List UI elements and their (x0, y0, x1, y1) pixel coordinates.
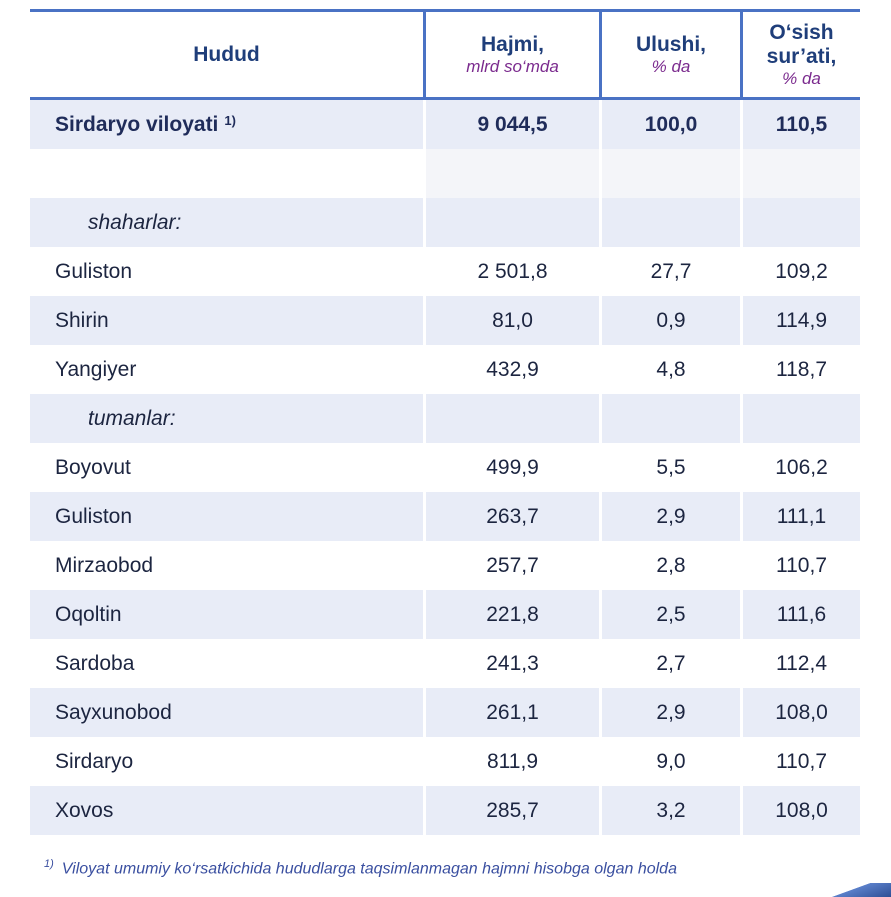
spacer-cell (740, 149, 860, 198)
section-row-districts: tumanlar: (30, 394, 860, 443)
region-name: Sirdaryo (30, 737, 423, 786)
section-row-cities: shaharlar: (30, 198, 860, 247)
region-name: Guliston (30, 492, 423, 541)
header-share-label: Ulushi, (635, 32, 706, 56)
section-districts-label: tumanlar: (30, 394, 423, 443)
growth-cell: 112,4 (740, 639, 860, 688)
footnote: 1) Viloyat umumiy ko‘rsatkichida hududlar… (44, 858, 677, 878)
header-share: Ulushi, % da (599, 12, 740, 97)
total-name: Sirdaryo viloyati (55, 112, 219, 136)
spacer-cell (423, 149, 599, 198)
table-row: Guliston 263,7 2,9 111,1 (30, 492, 860, 541)
spacer-row (30, 149, 860, 198)
total-growth: 110,5 (740, 100, 860, 149)
empty-cell (423, 394, 599, 443)
header-growth-unit: % da (782, 68, 821, 88)
region-name: Yangiyer (30, 345, 423, 394)
header-region-label: Hudud (193, 42, 260, 66)
growth-cell: 111,1 (740, 492, 860, 541)
share-cell: 3,2 (599, 786, 740, 835)
volume-cell: 263,7 (423, 492, 599, 541)
volume-cell: 285,7 (423, 786, 599, 835)
total-name-cell: Sirdaryo viloyati 1) (30, 100, 423, 149)
share-cell: 4,8 (599, 345, 740, 394)
header-share-unit: % da (651, 56, 691, 76)
volume-cell: 261,1 (423, 688, 599, 737)
region-name: Oqoltin (30, 590, 423, 639)
region-name: Sayxunobod (30, 688, 423, 737)
header-volume: Hajmi, mlrd so‘mda (423, 12, 599, 97)
empty-cell (599, 198, 740, 247)
total-share: 100,0 (599, 100, 740, 149)
header-region: Hudud (30, 12, 423, 97)
share-cell: 9,0 (599, 737, 740, 786)
header-volume-label: Hajmi, (480, 32, 545, 56)
empty-cell (423, 198, 599, 247)
growth-cell: 110,7 (740, 541, 860, 590)
region-name: Boyovut (30, 443, 423, 492)
table-row: Oqoltin 221,8 2,5 111,6 (30, 590, 860, 639)
share-cell: 2,5 (599, 590, 740, 639)
growth-cell: 118,7 (740, 345, 860, 394)
table-row: Yangiyer 432,9 4,8 118,7 (30, 345, 860, 394)
share-cell: 2,9 (599, 492, 740, 541)
spacer-cell (30, 149, 423, 198)
growth-cell: 108,0 (740, 688, 860, 737)
volume-cell: 241,3 (423, 639, 599, 688)
empty-cell (740, 394, 860, 443)
table-row: Sardoba 241,3 2,7 112,4 (30, 639, 860, 688)
growth-cell: 106,2 (740, 443, 860, 492)
share-cell: 5,5 (599, 443, 740, 492)
header-growth-label-1: O‘sish (769, 20, 834, 44)
corner-decoration (821, 883, 891, 897)
growth-cell: 109,2 (740, 247, 860, 296)
volume-cell: 499,9 (423, 443, 599, 492)
header-growth: O‘sish sur’ati, % da (740, 12, 860, 97)
total-footnote-mark: 1) (224, 113, 236, 128)
section-cities-label: shaharlar: (30, 198, 423, 247)
growth-cell: 111,6 (740, 590, 860, 639)
table-row: Guliston 2 501,8 27,7 109,2 (30, 247, 860, 296)
volume-cell: 257,7 (423, 541, 599, 590)
share-cell: 2,9 (599, 688, 740, 737)
volume-cell: 81,0 (423, 296, 599, 345)
total-volume: 9 044,5 (423, 100, 599, 149)
volume-cell: 432,9 (423, 345, 599, 394)
table-header: Hudud Hajmi, mlrd so‘mda Ulushi, % da O‘… (30, 9, 860, 100)
share-cell: 2,8 (599, 541, 740, 590)
table-row: Mirzaobod 257,7 2,8 110,7 (30, 541, 860, 590)
growth-cell: 108,0 (740, 786, 860, 835)
table-row: Sirdaryo 811,9 9,0 110,7 (30, 737, 860, 786)
share-cell: 2,7 (599, 639, 740, 688)
growth-cell: 114,9 (740, 296, 860, 345)
spacer-cell (599, 149, 740, 198)
share-cell: 27,7 (599, 247, 740, 296)
volume-cell: 811,9 (423, 737, 599, 786)
volume-cell: 221,8 (423, 590, 599, 639)
header-volume-unit: mlrd so‘mda (466, 56, 559, 76)
footnote-mark: 1) (44, 858, 54, 870)
volume-cell: 2 501,8 (423, 247, 599, 296)
share-cell: 0,9 (599, 296, 740, 345)
table-row: Sayxunobod 261,1 2,9 108,0 (30, 688, 860, 737)
region-name: Guliston (30, 247, 423, 296)
region-name: Shirin (30, 296, 423, 345)
empty-cell (740, 198, 860, 247)
total-row: Sirdaryo viloyati 1) 9 044,5 100,0 110,5 (30, 100, 860, 149)
empty-cell (599, 394, 740, 443)
table-row: Boyovut 499,9 5,5 106,2 (30, 443, 860, 492)
data-table: Hudud Hajmi, mlrd so‘mda Ulushi, % da O‘… (30, 9, 860, 835)
header-growth-label-2: sur’ati, (766, 44, 837, 68)
growth-cell: 110,7 (740, 737, 860, 786)
table-row: Shirin 81,0 0,9 114,9 (30, 296, 860, 345)
table-row: Xovos 285,7 3,2 108,0 (30, 786, 860, 835)
footnote-text: Viloyat umumiy ko‘rsatkichida hududlarga… (61, 860, 677, 878)
region-name: Sardoba (30, 639, 423, 688)
region-name: Xovos (30, 786, 423, 835)
region-name: Mirzaobod (30, 541, 423, 590)
